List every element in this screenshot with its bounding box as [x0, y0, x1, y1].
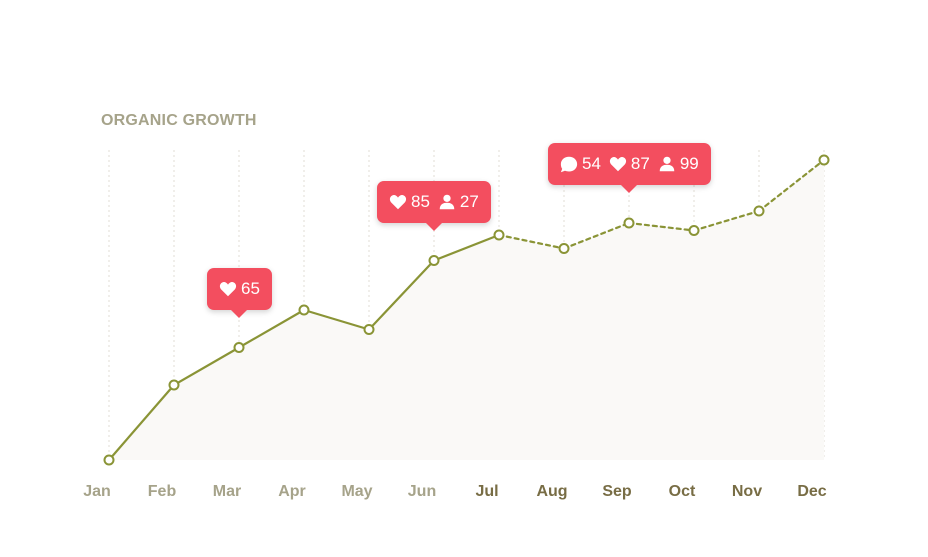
user-icon	[658, 156, 680, 172]
x-tick-jul: Jul	[475, 483, 498, 500]
data-point-jan[interactable]	[103, 454, 115, 466]
metric-value: 87	[630, 154, 650, 173]
data-point-apr[interactable]	[298, 304, 310, 316]
metric-value: 54	[582, 154, 601, 173]
line-segment-nov-dec	[757, 158, 826, 213]
metric-comment: 54	[560, 154, 601, 174]
line-segment-mar-apr	[237, 308, 306, 349]
data-point-feb[interactable]	[168, 379, 180, 391]
line-segment-jun-jul	[432, 233, 501, 262]
series-line	[107, 158, 826, 462]
heart-icon	[389, 194, 411, 210]
heart-icon	[219, 281, 241, 297]
user-icon	[438, 194, 460, 210]
metric-value: 65	[241, 279, 260, 298]
x-tick-nov: Nov	[732, 483, 762, 500]
data-point-sep[interactable]	[623, 217, 635, 229]
x-axis-ticks: Jan Feb Mar Apr May Jun Jul Aug Sep Oct Nov Dec	[83, 483, 827, 500]
metric-value: 27	[459, 192, 479, 211]
metric-heart: 65	[219, 279, 260, 299]
comment-icon	[560, 156, 582, 173]
line-segment-aug-sep	[562, 221, 631, 250]
data-point-aug[interactable]	[558, 243, 570, 254]
data-point-jul[interactable]	[493, 229, 505, 241]
line-segment-jan-feb	[107, 383, 176, 462]
data-point-may[interactable]	[363, 324, 375, 335]
x-tick-jan: Jan	[83, 483, 111, 500]
metric-heart: 87	[609, 154, 650, 174]
line-segment-oct-nov	[692, 209, 761, 232]
metric-value: 85	[411, 192, 430, 211]
x-tick-jun: Jun	[408, 483, 436, 500]
line-segment-apr-may	[302, 308, 371, 331]
data-point-mar[interactable]	[233, 342, 245, 353]
x-tick-mar: Mar	[213, 483, 241, 500]
metric-value: 99	[679, 154, 699, 173]
annotation-bubble-jun[interactable]: 85 27	[377, 181, 491, 231]
metric-user: 27	[438, 192, 479, 212]
line-segment-may-jun	[367, 259, 436, 331]
annotation-bubble-mar[interactable]: 65	[207, 268, 272, 318]
x-tick-oct: Oct	[669, 483, 696, 500]
line-segment-sep-oct	[627, 221, 696, 232]
x-tick-dec: Dec	[797, 483, 826, 500]
x-tick-feb: Feb	[148, 483, 177, 500]
metric-user: 99	[658, 154, 699, 174]
data-points	[103, 154, 830, 466]
x-tick-apr: Apr	[278, 483, 306, 500]
area-fill	[109, 160, 824, 460]
data-point-oct[interactable]	[688, 225, 700, 236]
line-segment-feb-mar	[172, 346, 241, 387]
x-tick-sep: Sep	[602, 483, 632, 500]
metric-heart: 85	[389, 192, 430, 212]
data-point-jun[interactable]	[428, 255, 440, 266]
data-point-dec[interactable]	[818, 154, 830, 166]
heart-icon	[609, 156, 631, 172]
data-point-nov[interactable]	[753, 205, 765, 217]
chart-title: ORGANIC GROWTH	[101, 112, 257, 129]
x-tick-aug: Aug	[536, 483, 567, 500]
line-segment-jul-aug	[497, 233, 566, 250]
x-tick-may: May	[341, 483, 372, 500]
annotation-bubble-sep[interactable]: 54 87 99	[548, 143, 711, 193]
